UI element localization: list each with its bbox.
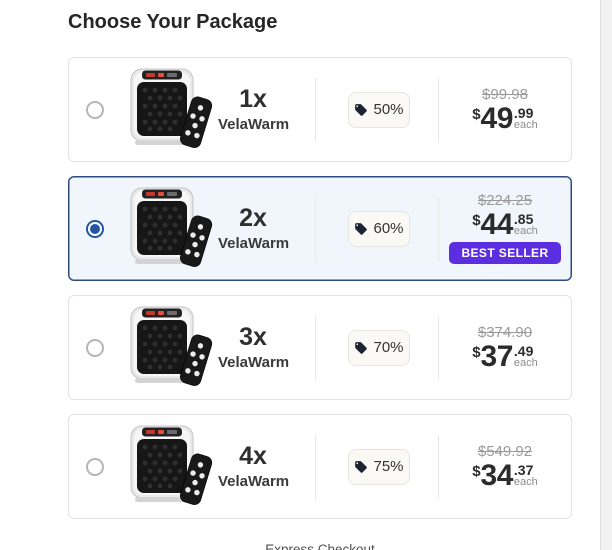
price-cents: .37: [513, 462, 534, 479]
discount-tag-icon: [354, 341, 368, 355]
package-option-2x[interactable]: 2x VelaWarm 60% $224.25 $ 44 .85 each BE…: [68, 176, 572, 281]
currency-sign: $: [472, 106, 481, 124]
divider: [438, 434, 439, 499]
discount-badge: 60%: [348, 210, 410, 247]
product-image-heater: [114, 421, 218, 513]
package-brand: VelaWarm: [218, 116, 290, 134]
discount-percent: 60%: [373, 220, 404, 237]
discount-badge: 70%: [348, 329, 410, 366]
package-brand: VelaWarm: [218, 235, 290, 253]
price-whole: 44: [480, 208, 514, 242]
divider: [315, 315, 316, 380]
discount-tag-icon: [354, 103, 368, 117]
discount-percent: 75%: [373, 458, 404, 475]
radio-button-1x[interactable]: [86, 100, 104, 119]
discount-tag-icon: [354, 460, 368, 474]
package-brand: VelaWarm: [218, 473, 290, 491]
package-option-3x[interactable]: 3x VelaWarm 70% $374.90 $ 37 .49 each: [68, 295, 572, 400]
price-cents: .85: [513, 211, 534, 228]
product-image-heater: [114, 302, 218, 394]
divider: [438, 315, 439, 380]
divider: [315, 77, 316, 142]
package-option-1x[interactable]: 1x VelaWarm 50% $99.98 $ 49 .99 each: [68, 57, 572, 162]
package-quantity: 3x: [239, 322, 267, 351]
radio-button-3x[interactable]: [86, 338, 104, 357]
price-whole: 49: [480, 102, 514, 136]
unit-price: $ 44 .85 each: [472, 208, 538, 242]
pricing-block: $224.25 $ 44 .85 each BEST SELLER: [439, 191, 571, 265]
divider: [438, 196, 439, 261]
pricing-block: $549.92 $ 34 .37 each: [439, 442, 571, 493]
divider: [438, 77, 439, 142]
price-whole: 34: [480, 459, 514, 493]
package-quantity-block: 3x VelaWarm: [218, 322, 290, 372]
price-unit-label: each: [513, 476, 538, 489]
package-quantity-block: 4x VelaWarm: [218, 441, 290, 491]
discount-tag-icon: [354, 222, 368, 236]
best-seller-badge: BEST SELLER: [449, 242, 561, 265]
currency-sign: $: [472, 463, 481, 481]
package-quantity-block: 2x VelaWarm: [218, 203, 290, 253]
product-image-heater: [114, 183, 218, 275]
package-option-4x[interactable]: 4x VelaWarm 75% $549.92 $ 34 .37 each: [68, 414, 572, 519]
price-unit-label: each: [513, 357, 538, 370]
page-title: Choose Your Package: [68, 11, 278, 33]
unit-price: $ 34 .37 each: [472, 459, 538, 493]
original-price: $224.25: [477, 191, 533, 209]
product-image-heater: [114, 64, 218, 156]
package-quantity-block: 1x VelaWarm: [218, 84, 290, 134]
package-quantity: 1x: [239, 84, 267, 113]
original-price: $99.98: [482, 85, 528, 103]
price-unit-label: each: [513, 119, 538, 132]
radio-button-2x[interactable]: [86, 219, 104, 238]
discount-badge: 50%: [348, 91, 410, 128]
price-whole: 37: [480, 340, 514, 374]
price-cents: .49: [513, 343, 534, 360]
discount-percent: 70%: [373, 339, 404, 356]
package-brand: VelaWarm: [218, 354, 290, 372]
pricing-block: $99.98 $ 49 .99 each: [439, 85, 571, 136]
vertical-scrollbar[interactable]: [600, 0, 612, 550]
discount-percent: 50%: [373, 101, 404, 118]
radio-button-4x[interactable]: [86, 457, 104, 476]
currency-sign: $: [472, 344, 481, 362]
unit-price: $ 49 .99 each: [472, 102, 538, 136]
currency-sign: $: [472, 212, 481, 230]
discount-badge: 75%: [348, 448, 410, 485]
price-cents: .99: [513, 105, 534, 122]
divider: [315, 196, 316, 261]
express-checkout-heading: Express Checkout: [265, 542, 375, 550]
unit-price: $ 37 .49 each: [472, 340, 538, 374]
package-quantity: 4x: [239, 441, 267, 470]
price-unit-label: each: [513, 225, 538, 238]
original-price: $549.92: [477, 442, 533, 460]
pricing-block: $374.90 $ 37 .49 each: [439, 323, 571, 374]
package-quantity: 2x: [239, 203, 267, 232]
divider: [315, 434, 316, 499]
original-price: $374.90: [477, 323, 533, 341]
